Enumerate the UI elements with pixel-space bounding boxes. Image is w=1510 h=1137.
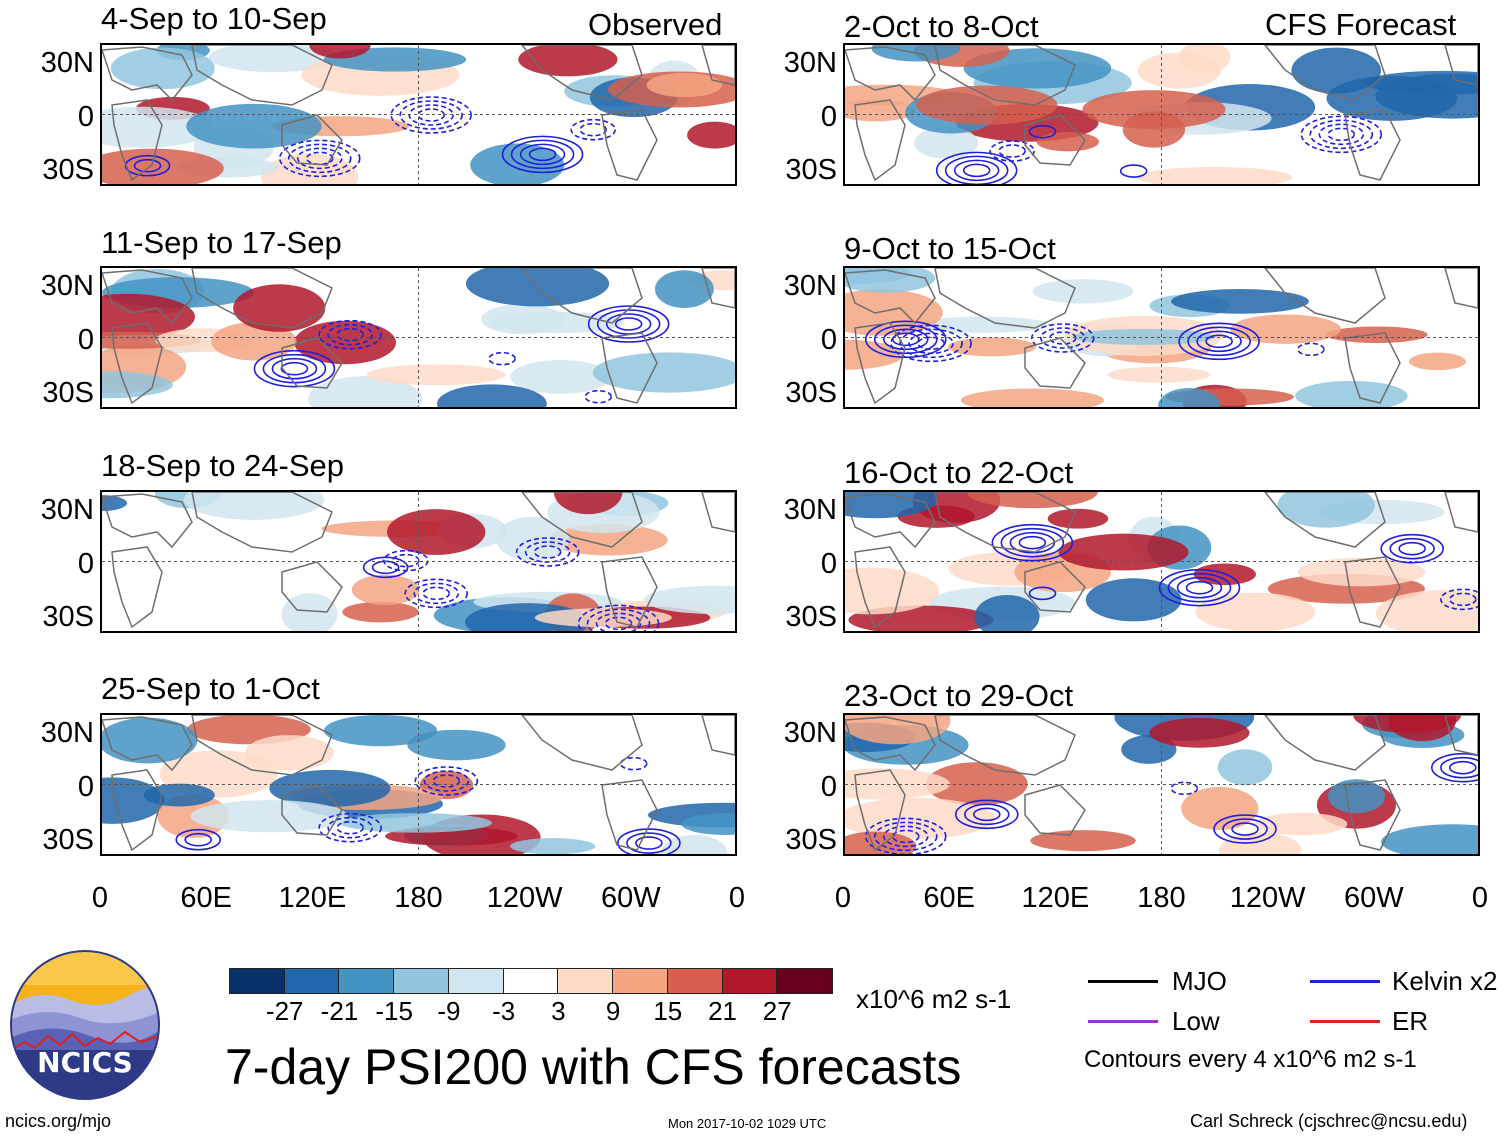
forecast-header: CFS Forecast xyxy=(1265,7,1457,42)
colorbar-tick-label: -21 xyxy=(320,996,359,1026)
lat-label: 0 xyxy=(77,324,94,356)
observed-panel-4-map xyxy=(100,713,737,856)
forecast-panel-1-map xyxy=(843,43,1480,186)
lon-label: 0 xyxy=(1471,882,1489,914)
lat-label: 30N xyxy=(783,47,837,79)
colorbar-cell xyxy=(722,969,778,993)
colorbar-tick-label: 15 xyxy=(653,996,683,1026)
footer-author: Carl Schreck (cjschrec@ncsu.edu) xyxy=(1190,1111,1468,1131)
observed-panel-1-map xyxy=(100,43,737,186)
observed-panel-3-title: 18-Sep to 24-Sep xyxy=(101,448,345,483)
contour-note: Contours every 4 x10^6 m2 s-1 xyxy=(1084,1046,1417,1073)
legend-kelvin-label: Kelvin x2 xyxy=(1392,966,1498,996)
lon-label: 0 xyxy=(834,882,852,914)
logo-text: NCICS xyxy=(37,1046,133,1079)
legend-er-line xyxy=(1310,1020,1380,1023)
observed-panel-2-map xyxy=(100,266,737,409)
lat-label: 0 xyxy=(820,324,837,356)
colorbar-tick-label: -27 xyxy=(265,996,304,1026)
forecast-panel-2-map xyxy=(843,266,1480,409)
lat-label: 30N xyxy=(40,717,94,749)
observed-panel-2-title: 11-Sep to 17-Sep xyxy=(101,225,342,260)
colorbar-tick-label: -3 xyxy=(492,996,516,1026)
lat-label: 30N xyxy=(40,494,94,526)
lat-label: 30S xyxy=(785,154,837,186)
lat-label: 0 xyxy=(820,101,837,133)
observed-header: Observed xyxy=(588,7,723,42)
colorbar-cell xyxy=(394,969,449,993)
lat-label: 0 xyxy=(820,548,837,580)
legend-low-line xyxy=(1088,1020,1158,1023)
lat-label: 30N xyxy=(783,717,837,749)
lon-label: 0 xyxy=(91,882,109,914)
colorbar-units: x10^6 m2 s-1 xyxy=(856,984,1012,1014)
colorbar-cell xyxy=(613,969,668,993)
main-title: 7-day PSI200 with CFS forecasts xyxy=(225,1039,962,1095)
lon-label: 0 xyxy=(728,882,746,914)
legend-kelvin-line xyxy=(1310,980,1380,983)
colorbar-cell xyxy=(777,969,832,993)
legend-mjo-line xyxy=(1088,980,1158,983)
legend-er-label: ER xyxy=(1392,1006,1429,1036)
colorbar-cell xyxy=(339,969,395,993)
forecast-panel-2-title: 9-Oct to 15-Oct xyxy=(844,231,1056,266)
colorbar-tick-label: -15 xyxy=(375,996,413,1026)
colorbar-cell xyxy=(448,969,504,993)
lat-label: 0 xyxy=(820,771,837,803)
lon-label: 60E xyxy=(923,882,975,914)
colorbar xyxy=(229,968,833,994)
legend-low-label: Low xyxy=(1172,1006,1220,1036)
lat-label: 30S xyxy=(42,377,94,409)
lat-label: 30N xyxy=(40,270,94,302)
forecast-panel-3-map xyxy=(843,490,1480,633)
forecast-panel-3-title: 16-Oct to 22-Oct xyxy=(844,455,1074,490)
lat-label: 30S xyxy=(785,824,837,856)
lon-label: 180 xyxy=(394,882,443,914)
ncics-logo: NCICS xyxy=(10,950,160,1100)
colorbar-tick-label: 9 xyxy=(605,996,621,1026)
lat-label: 30N xyxy=(783,270,837,302)
legend-mjo-label: MJO xyxy=(1172,966,1227,996)
footer-url[interactable]: ncics.org/mjo xyxy=(5,1111,112,1131)
colorbar-cell xyxy=(667,969,723,993)
lon-label: 180 xyxy=(1137,882,1186,914)
forecast-panel-4-map xyxy=(843,713,1480,856)
lon-label: 60E xyxy=(180,882,232,914)
footer-timestamp: Mon 2017-10-02 1029 UTC xyxy=(668,1116,827,1131)
lon-label: 60W xyxy=(1344,882,1404,914)
lat-label: 30N xyxy=(783,494,837,526)
lat-label: 30S xyxy=(42,824,94,856)
lat-label: 0 xyxy=(77,548,94,580)
lat-label: 30S xyxy=(42,601,94,633)
observed-panel-3-map xyxy=(100,490,737,633)
lat-label: 0 xyxy=(77,101,94,133)
lon-label: 120W xyxy=(1229,882,1306,914)
lat-label: 30S xyxy=(42,154,94,186)
colorbar-tick-label: 27 xyxy=(762,996,792,1026)
lon-label: 120W xyxy=(486,882,563,914)
lat-label: 30S xyxy=(785,601,837,633)
lat-label: 0 xyxy=(77,771,94,803)
forecast-panel-1-title: 2-Oct to 8-Oct xyxy=(844,9,1039,44)
observed-panel-4-title: 25-Sep to 1-Oct xyxy=(101,671,320,706)
lon-label: 60W xyxy=(601,882,661,914)
colorbar-tick-label: 3 xyxy=(551,996,566,1026)
colorbar-cell xyxy=(230,969,285,993)
colorbar-tick-label: -9 xyxy=(437,996,461,1026)
observed-panel-1-title: 4-Sep to 10-Sep xyxy=(101,1,327,36)
colorbar-tick-label: 21 xyxy=(708,996,737,1026)
lat-label: 30N xyxy=(40,47,94,79)
lat-label: 30S xyxy=(785,377,837,409)
forecast-panel-4-title: 23-Oct to 29-Oct xyxy=(844,678,1074,713)
colorbar-cell xyxy=(558,969,614,993)
colorbar-cell xyxy=(284,969,340,993)
lon-label: 120E xyxy=(1021,882,1090,914)
lon-label: 120E xyxy=(278,882,347,914)
colorbar-cell xyxy=(503,969,559,993)
